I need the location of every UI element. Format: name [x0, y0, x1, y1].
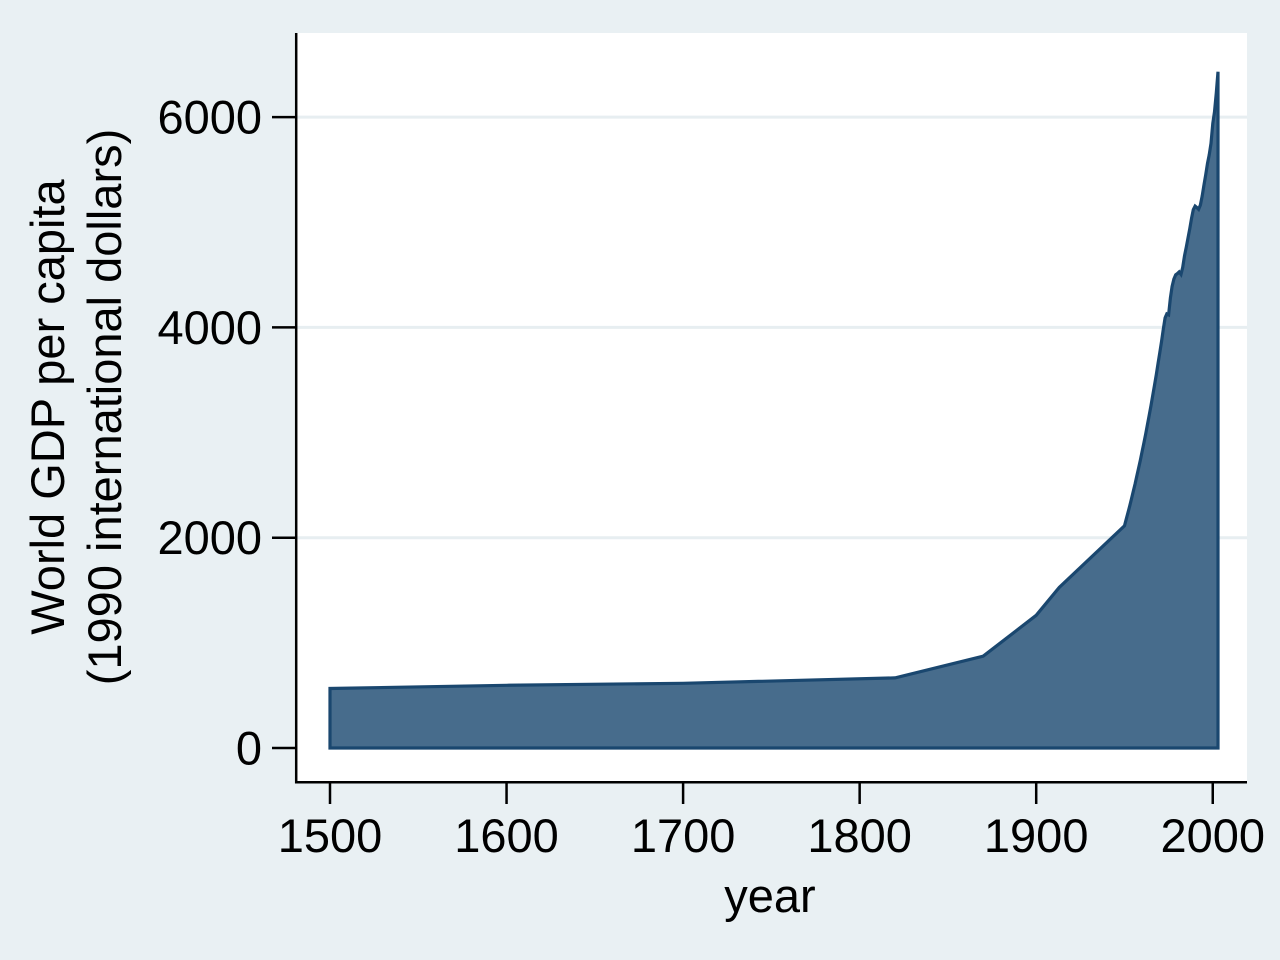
x-tick-label-1600: 1600 — [454, 809, 559, 862]
y-tick-label-6000: 6000 — [157, 91, 262, 144]
x-axis-title: year — [724, 869, 815, 922]
x-ticks — [328, 782, 1214, 804]
y-tick-labels: 0 2000 4000 6000 — [157, 91, 262, 775]
x-tick-label-1700: 1700 — [631, 809, 736, 862]
x-tick-label-2000: 2000 — [1160, 809, 1265, 862]
y-tick-label-0: 0 — [236, 722, 262, 775]
y-axis-title-line1: World GDP per capita — [21, 178, 74, 634]
x-tick-label-1900: 1900 — [984, 809, 1089, 862]
y-tick-label-4000: 4000 — [157, 301, 262, 354]
gdp-area-series — [328, 71, 1220, 750]
x-tick-label-1500: 1500 — [278, 809, 383, 862]
y-tick-label-2000: 2000 — [157, 511, 262, 564]
y-axis-title-line2: (1990 international dollars) — [78, 129, 131, 686]
y-ticks — [272, 115, 297, 750]
gridlines — [297, 115, 1247, 540]
x-tick-labels: 1500 1600 1700 1800 1900 2000 — [278, 809, 1265, 862]
x-tick-label-1800: 1800 — [807, 809, 912, 862]
